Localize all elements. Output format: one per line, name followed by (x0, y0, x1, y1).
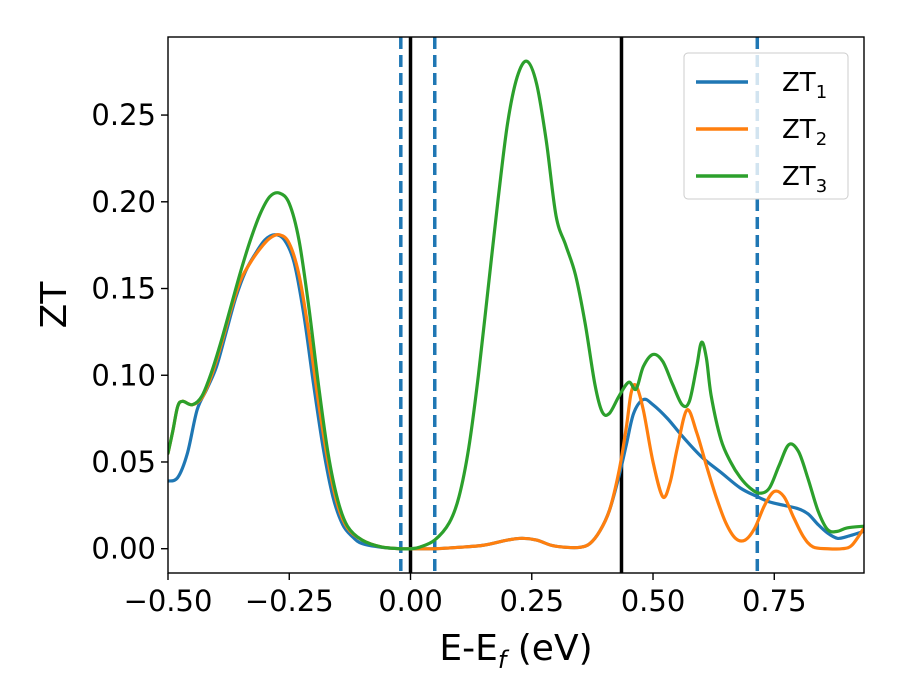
y-tick-label-5: 0.20 (91, 185, 156, 219)
series-line-2 (168, 232, 864, 551)
x-tick-label-1: −0.50 (124, 584, 213, 618)
series-group (168, 59, 864, 551)
y-tick-label-3: 0.10 (91, 358, 156, 392)
y-axis-title: ZT (34, 281, 75, 329)
legend-label-3: ZT3 (782, 162, 827, 197)
y-tick-label-2: 0.05 (91, 445, 156, 479)
legend: ZT1 ZT2 ZT3 (683, 52, 849, 200)
legend-label-2: ZT2 (782, 115, 827, 150)
legend-label-1: ZT1 (782, 68, 827, 103)
x-tick-label-5: 0.50 (621, 584, 686, 618)
x-tick-label-6: 0.75 (742, 584, 807, 618)
plot-frame (167, 36, 865, 574)
reference-lines (399, 37, 760, 573)
series-line-3 (168, 59, 864, 551)
x-tick-label-2: −0.25 (245, 584, 334, 618)
x-axis: −0.50 −0.25 0.00 0.25 0.50 0.75 (124, 573, 807, 618)
y-axis: 0.00 0.05 0.10 0.15 0.20 0.25 (91, 98, 168, 566)
x-tick-label-4: 0.25 (499, 584, 564, 618)
y-tick-label-6: 0.25 (91, 98, 156, 132)
y-tick-label-1: 0.00 (91, 532, 156, 566)
legend-box (683, 52, 849, 200)
x-tick-label-3: 0.00 (378, 584, 443, 618)
x-axis-title: E-Ef (eV) (439, 628, 592, 674)
y-tick-label-4: 0.15 (91, 272, 156, 306)
